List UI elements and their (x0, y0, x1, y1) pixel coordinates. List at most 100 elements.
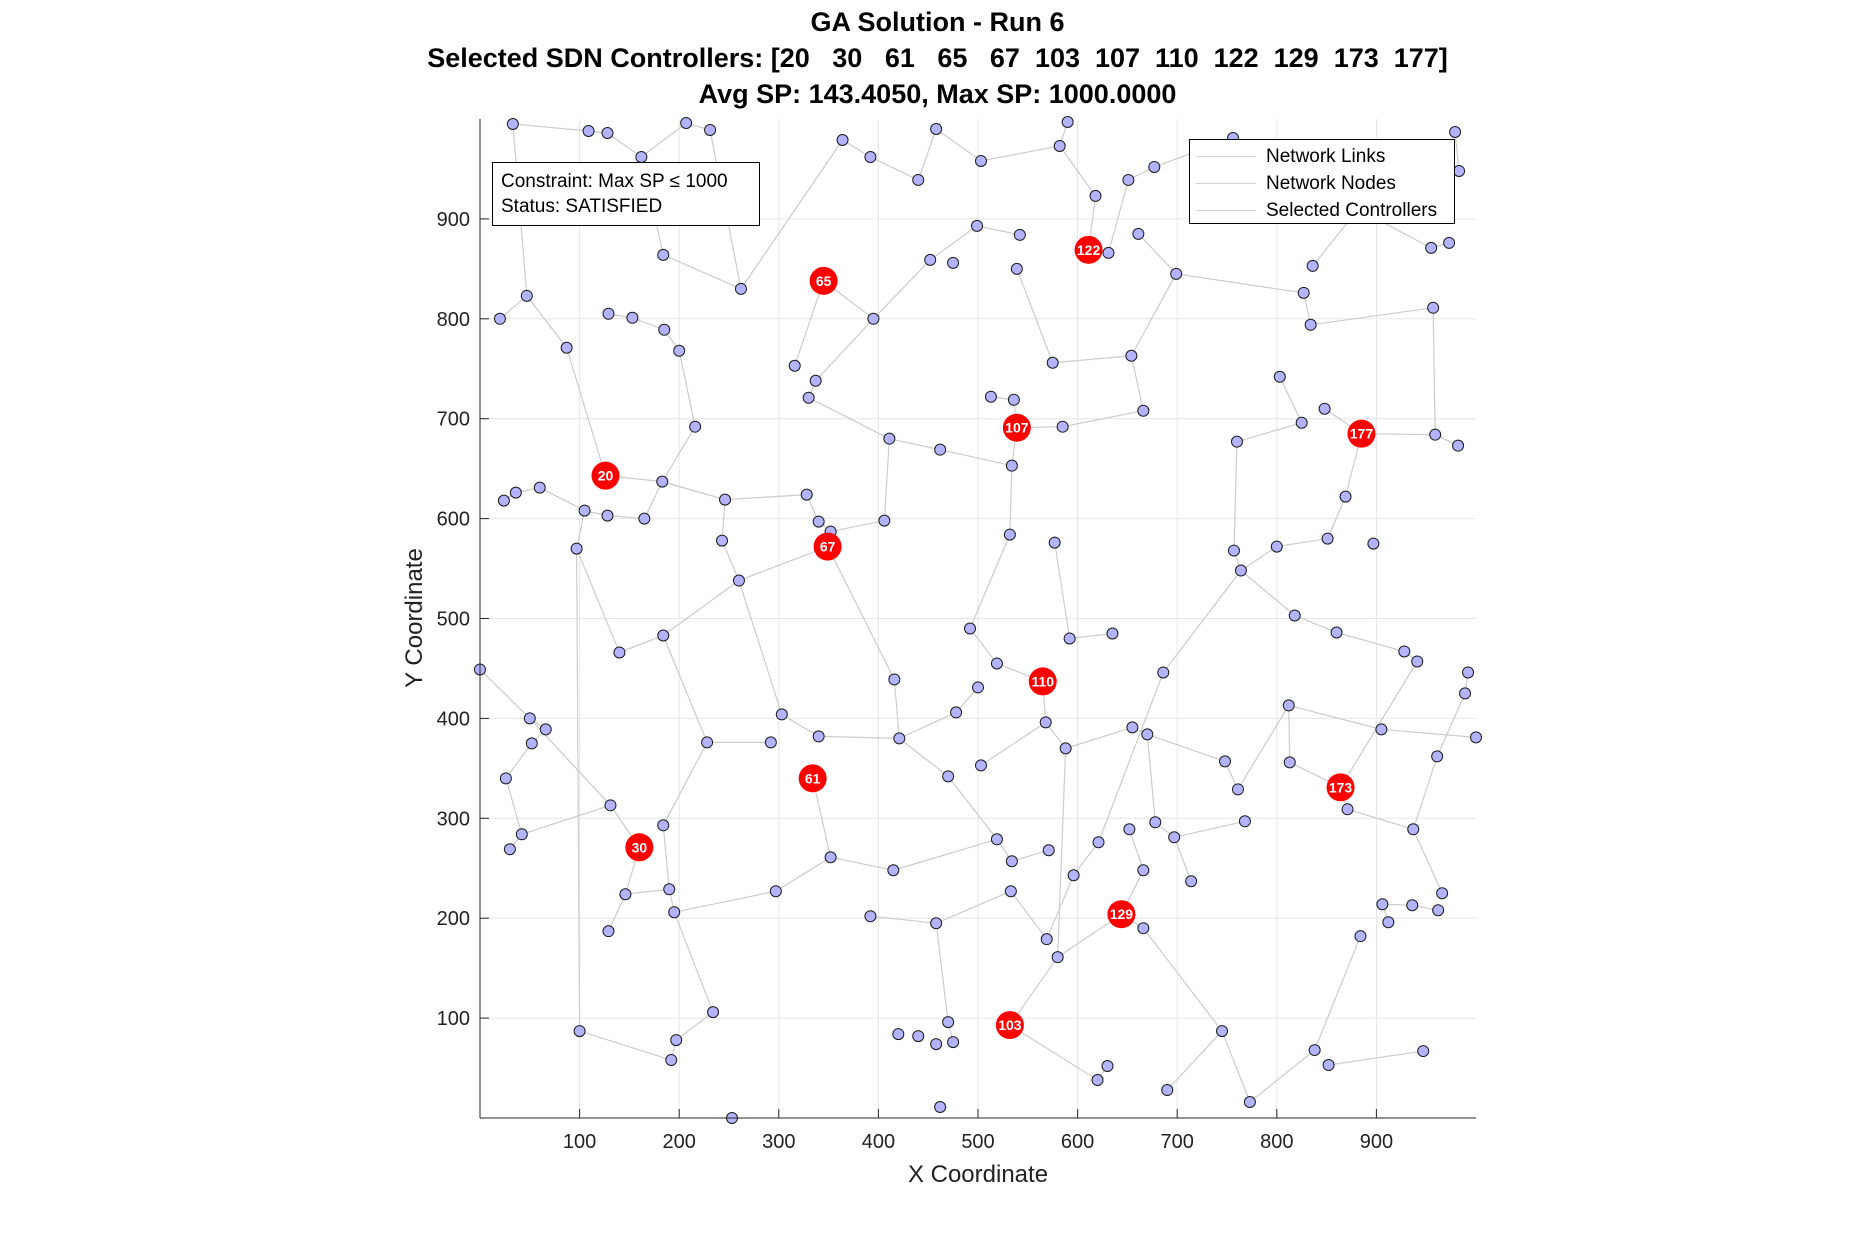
network-link (1142, 927, 1223, 1032)
network-node (864, 910, 877, 923)
constraint-annotation: Constraint: Max SP ≤ 1000 Status: SATISF… (492, 162, 760, 226)
x-tick-label: 300 (762, 1131, 795, 1153)
network-link (893, 679, 900, 739)
y-tick-label: 800 (437, 309, 470, 331)
network-link (1073, 841, 1099, 876)
network-node (1306, 259, 1319, 272)
network-node (1322, 1059, 1335, 1072)
network-link (1328, 1050, 1424, 1066)
network-link (815, 318, 874, 382)
network-node (1449, 125, 1462, 138)
network-node (1270, 540, 1283, 553)
network-node (1137, 864, 1150, 877)
network-link (576, 548, 581, 1032)
network-node (1230, 435, 1243, 448)
legend-item-controllers: Selected Controllers (1196, 197, 1448, 224)
network-node (1436, 887, 1449, 900)
network-link (1327, 496, 1347, 539)
network-link (872, 259, 931, 320)
network-node (1005, 855, 1018, 868)
controller-node (798, 764, 827, 793)
network-node (601, 509, 614, 522)
chart-subtitle-sp: Avg SP: 143.4050, Max SP: 1000.0000 (698, 79, 1177, 109)
network-link (1046, 875, 1075, 940)
network-node (812, 515, 825, 528)
network-link (1097, 672, 1164, 843)
network-node (924, 253, 937, 266)
network-link (673, 911, 714, 1013)
network-link (625, 888, 670, 895)
network-node (1453, 164, 1466, 177)
network-node (613, 646, 626, 659)
network-node (1051, 951, 1064, 964)
network-node (888, 673, 901, 686)
network-node (1148, 160, 1161, 173)
network-link (1052, 355, 1132, 364)
network-node (602, 925, 615, 938)
network-node (734, 282, 747, 295)
y-tick-label: 300 (437, 808, 470, 830)
network-link (830, 856, 894, 871)
network-node (506, 117, 519, 130)
controller-node (809, 266, 838, 295)
network-node (1005, 459, 1018, 472)
network-link (980, 145, 1060, 162)
legend-label-nodes: Network Nodes (1266, 172, 1396, 194)
network-link (1221, 1030, 1251, 1103)
network-node (1168, 831, 1181, 844)
network-link (1432, 307, 1436, 435)
network-link (1276, 537, 1328, 548)
network-node (533, 481, 546, 494)
network-link (1412, 756, 1438, 830)
network-node (1459, 687, 1472, 700)
network-node (680, 116, 693, 129)
network-link (662, 635, 708, 743)
status-text: Status: SATISFIED (501, 196, 663, 217)
network-node (704, 123, 717, 136)
network-link (643, 481, 663, 519)
x-tick-label: 400 (862, 1131, 895, 1153)
network-node (864, 150, 877, 163)
network-link (1279, 376, 1303, 423)
network-node (934, 443, 947, 456)
network-link (940, 449, 1012, 467)
network-link (1174, 820, 1246, 838)
constraint-text: Constraint: Max SP ≤ 1000 (501, 171, 728, 192)
network-node (1056, 420, 1069, 433)
network-link (663, 254, 742, 290)
network-link (935, 923, 949, 1023)
network-link (818, 735, 900, 739)
y-tick-label: 600 (437, 509, 470, 531)
network-link (1412, 829, 1443, 894)
x-tick-label: 900 (1360, 1131, 1393, 1153)
network-node (1106, 627, 1119, 640)
network-node (1407, 823, 1420, 836)
network-node (1429, 428, 1442, 441)
controller-node (995, 1011, 1024, 1040)
network-link (1062, 410, 1144, 428)
network-node (1398, 645, 1411, 658)
controller-label: 129 (1110, 906, 1134, 922)
network-node (503, 843, 516, 856)
network-node (984, 390, 997, 403)
network-node (493, 312, 506, 325)
network-link (830, 520, 885, 533)
network-link (724, 494, 807, 501)
network-node (930, 1038, 943, 1051)
y-tick-label: 500 (437, 609, 470, 631)
network-node (1321, 532, 1334, 545)
network-link (721, 540, 740, 581)
legend-label-links: Network Links (1266, 145, 1386, 167)
network-node (1427, 301, 1440, 314)
network-node (1227, 544, 1240, 557)
network-node (1417, 1045, 1430, 1058)
x-tick-label: 200 (663, 1131, 696, 1153)
network-node (578, 504, 591, 517)
x-tick-label: 800 (1260, 1131, 1293, 1153)
network-link (1236, 422, 1302, 443)
network-link (678, 350, 696, 427)
network-link (870, 156, 919, 181)
network-link (1054, 542, 1071, 639)
controller-label: 67 (820, 539, 836, 555)
